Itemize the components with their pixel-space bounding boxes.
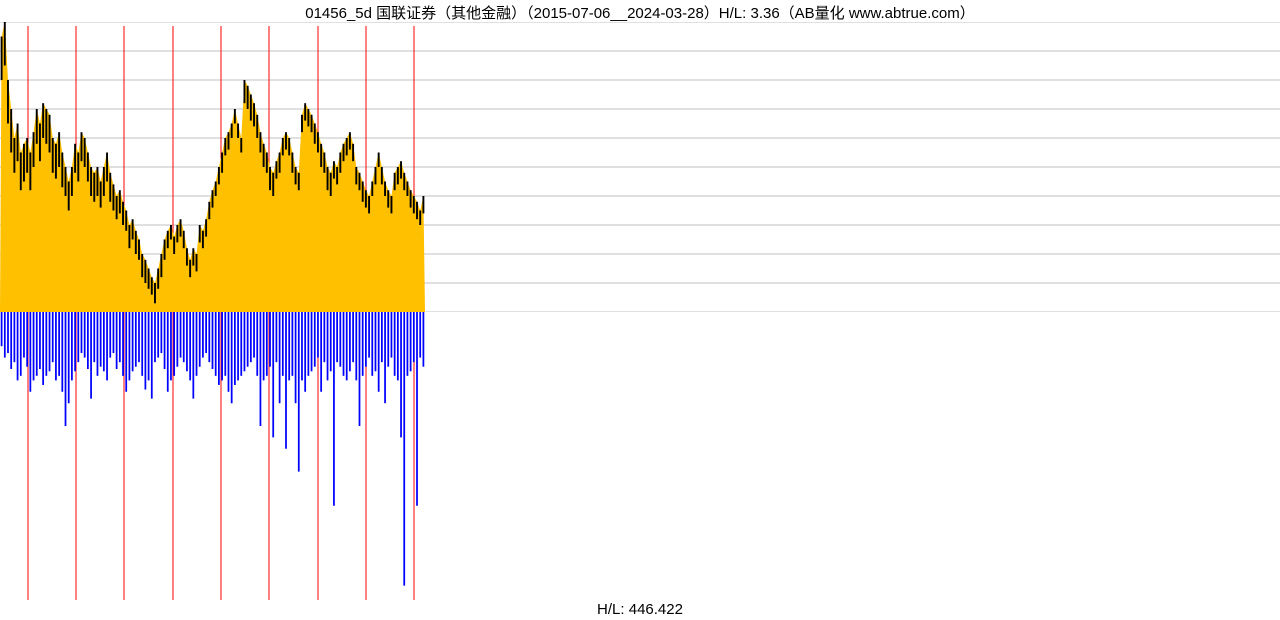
price-chart (0, 22, 1280, 312)
chart-footer: H/L: 446.422 (0, 601, 1280, 618)
chart-title: 01456_5d 国联证券（其他金融）（2015-07-06__2024-03-… (0, 2, 1280, 23)
volume-chart (0, 312, 1280, 600)
